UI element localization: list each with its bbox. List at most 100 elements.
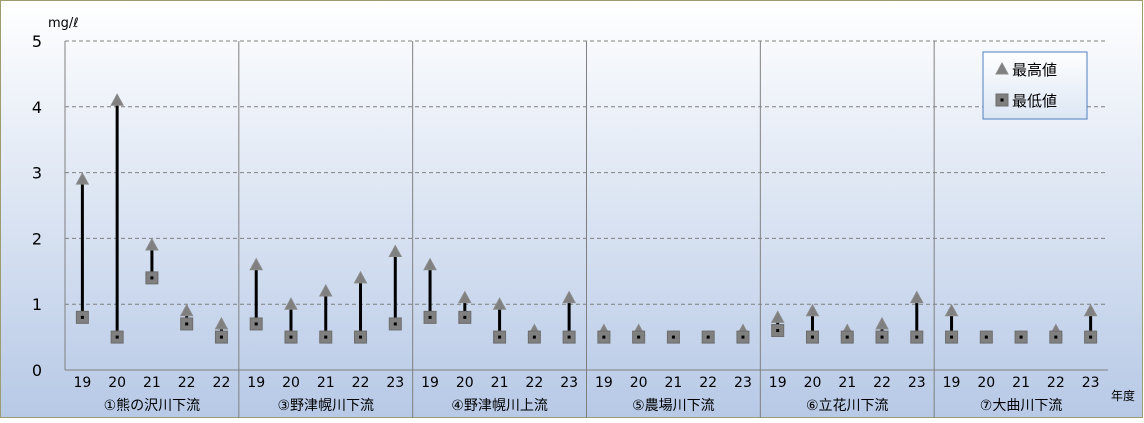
min-marker-dot: [532, 335, 536, 339]
max-marker: [110, 93, 124, 106]
site-label: ⑥立花川下流: [806, 398, 889, 414]
x-tick-label: 22: [1047, 375, 1065, 391]
min-marker-dot: [810, 335, 814, 339]
min-marker-dot: [289, 335, 293, 339]
legend-min-label: 最低値: [1012, 92, 1057, 110]
min-marker-dot: [463, 315, 467, 319]
max-marker: [492, 297, 507, 310]
max-marker: [423, 257, 437, 271]
x-tick-label: 22: [699, 375, 717, 391]
max-marker: [145, 237, 159, 251]
min-marker-dot: [359, 335, 363, 339]
x-tick-label: 23: [386, 375, 404, 391]
min-marker-dot: [324, 335, 328, 339]
min-marker-dot: [393, 322, 397, 326]
x-tick-label: 20: [977, 375, 995, 391]
min-marker-dot: [567, 335, 571, 339]
min-marker-dot: [845, 335, 849, 339]
min-marker-dot: [741, 335, 745, 339]
legend-min-marker-dot: [1000, 98, 1004, 102]
x-tick-label: 23: [560, 375, 578, 391]
x-tick-label: 21: [491, 375, 509, 391]
min-marker-dot: [602, 335, 606, 339]
x-tick-label: 20: [630, 375, 648, 391]
x-tick-label: 21: [317, 375, 335, 391]
min-marker-dot: [80, 315, 84, 319]
min-marker-dot: [984, 335, 988, 339]
min-marker-dot: [150, 276, 154, 280]
unit-label: mg/ℓ: [48, 16, 79, 31]
x-tick-label: 23: [734, 375, 752, 391]
min-marker-dot: [671, 335, 675, 339]
max-marker: [284, 297, 298, 310]
max-marker: [179, 303, 194, 317]
max-marker: [770, 310, 785, 323]
x-tick-label: 20: [282, 375, 300, 391]
max-marker: [388, 244, 403, 258]
x-tick-label: 23: [1082, 375, 1100, 391]
max-marker: [944, 303, 959, 317]
y-tick-label: 0: [32, 361, 42, 380]
x-tick-label: 19: [943, 375, 961, 391]
x-tick-label: 20: [108, 375, 126, 391]
min-marker-dot: [706, 335, 710, 339]
max-marker: [875, 316, 889, 330]
x-tick-label: 19: [595, 375, 613, 391]
x-tick-label: 22: [352, 375, 370, 391]
x-tick-label: 22: [178, 375, 196, 391]
site-label: ⑦大曲川下流: [980, 398, 1063, 414]
max-marker: [75, 172, 90, 185]
max-marker: [214, 316, 229, 330]
min-marker-dot: [950, 335, 954, 339]
y-tick-label: 4: [32, 98, 42, 117]
site-label: ④野津幌川上流: [451, 398, 548, 414]
y-tick-label: 2: [32, 229, 42, 248]
max-marker: [353, 270, 368, 284]
x-tick-label: 21: [838, 375, 856, 391]
max-marker: [1083, 303, 1098, 317]
x-axis-label: 年度: [1111, 388, 1135, 403]
min-marker-dot: [498, 335, 502, 339]
legend-box: [982, 51, 1088, 120]
max-marker: [457, 290, 472, 304]
max-marker: [909, 290, 924, 304]
legend-max-marker: [995, 61, 1009, 75]
min-marker-dot: [185, 322, 189, 326]
x-tick-label: 19: [769, 375, 787, 391]
x-tick-label: 19: [421, 375, 439, 391]
max-marker: [249, 257, 264, 271]
min-marker-dot: [637, 335, 641, 339]
max-marker: [562, 290, 576, 304]
legend-max-label: 最高値: [1012, 61, 1057, 79]
site-label: ⑤農場川下流: [632, 398, 715, 414]
x-tick-label: 21: [665, 375, 683, 391]
x-tick-label: 19: [73, 375, 91, 391]
y-tick-label: 3: [32, 164, 42, 183]
y-tick-label: 1: [32, 295, 42, 314]
x-tick-label: 22: [213, 375, 231, 391]
site-label: ①熊の沢川下流: [104, 398, 201, 414]
max-marker: [805, 303, 820, 317]
min-marker-dot: [1054, 335, 1058, 339]
x-tick-label: 20: [804, 375, 822, 391]
min-marker-dot: [776, 329, 780, 333]
min-marker-dot: [915, 335, 919, 339]
min-marker-dot: [219, 335, 223, 339]
min-marker-dot: [115, 335, 119, 339]
max-marker: [318, 283, 333, 297]
min-marker-dot: [880, 335, 884, 339]
site-label: ③野津幌川下流: [277, 398, 374, 414]
min-marker-dot: [1089, 335, 1093, 339]
y-tick-label: 5: [32, 32, 42, 51]
x-tick-label: 19: [247, 375, 265, 391]
x-tick-label: 22: [525, 375, 543, 391]
min-marker-dot: [1019, 335, 1023, 339]
x-tick-label: 23: [908, 375, 926, 391]
x-tick-label: 21: [143, 375, 161, 391]
min-marker-dot: [428, 315, 432, 319]
x-tick-label: 20: [456, 375, 474, 391]
x-tick-label: 22: [873, 375, 891, 391]
